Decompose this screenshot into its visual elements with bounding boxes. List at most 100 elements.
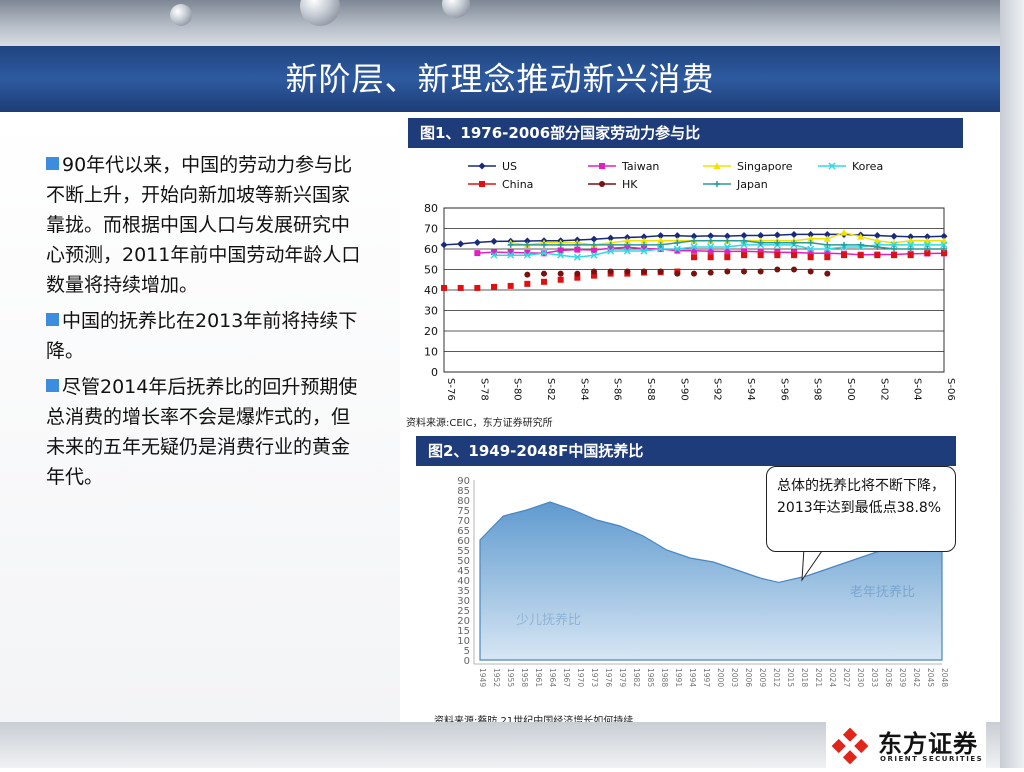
data-point (524, 271, 531, 278)
x-tick-label: 2045 (926, 668, 935, 687)
data-point (673, 245, 681, 253)
y-tick-label: 85 (457, 486, 470, 497)
data-point (524, 249, 531, 256)
bullet-list: 90年代以来，中国的劳动力参与比不断上升，开始向新加坡等新兴国家靠拢。而根据中国… (46, 150, 366, 498)
x-tick-label: 1961 (534, 668, 543, 687)
x-tick-label: 2036 (884, 668, 893, 687)
data-point (707, 248, 714, 255)
x-tick-label: S-82 (545, 378, 556, 401)
data-point (824, 270, 831, 277)
data-point (907, 246, 914, 252)
legend-label: Singapore (737, 160, 793, 173)
data-point (924, 246, 931, 252)
data-point (940, 241, 948, 249)
data-point (474, 250, 481, 257)
data-point (523, 251, 531, 259)
y-tick-label: 10 (457, 636, 470, 647)
data-point (757, 231, 765, 239)
data-point (874, 252, 881, 259)
x-tick-label: S-98 (812, 378, 823, 401)
data-point (591, 272, 597, 279)
data-point (674, 239, 681, 246)
data-point (807, 239, 814, 246)
x-tick-label: S-78 (478, 378, 489, 401)
x-tick-label: 2048 (940, 668, 949, 687)
data-point (807, 250, 814, 257)
x-tick-label: S-88 (645, 378, 656, 401)
data-point (857, 241, 864, 248)
legend-item-hk: HK (588, 178, 638, 191)
data-point (657, 241, 664, 248)
data-point (441, 284, 447, 291)
figure1-source: 资料来源:CEIC，东方证券研究所 (406, 418, 553, 429)
y-tick-label: 60 (424, 243, 438, 256)
x-tick-label: S-02 (878, 378, 889, 401)
x-tick-label: 1997 (702, 668, 711, 687)
data-point (940, 232, 948, 240)
legend-label: China (502, 178, 533, 191)
data-point (640, 237, 648, 244)
data-point (540, 249, 548, 257)
data-point (623, 247, 631, 255)
data-point (657, 232, 665, 240)
data-point (707, 254, 714, 261)
slide-title: 新阶层、新理念推动新兴消费 (285, 60, 715, 98)
data-point (690, 243, 698, 251)
child-ratio-label: 少儿抚养比 (516, 612, 581, 628)
y-tick-label: 0 (464, 656, 470, 667)
data-point (691, 270, 697, 277)
data-point (507, 249, 514, 256)
data-point (741, 268, 747, 275)
data-point (873, 231, 881, 239)
data-point (691, 247, 697, 254)
data-point (791, 239, 797, 246)
legend-item-korea: Korea (818, 160, 883, 173)
data-point (874, 243, 881, 250)
data-point (823, 245, 831, 253)
data-point (774, 252, 781, 259)
data-point (757, 268, 764, 275)
data-point (673, 232, 681, 240)
bullet-text: 90年代以来，中国的劳动力参与比不断上升，开始向新加坡等新兴国家靠拢。而根据中国… (46, 154, 361, 296)
figure2-source: 资料来源:蔡昉,21世纪中国经济增长如何持续 (434, 712, 633, 727)
x-tick-label: 1979 (618, 668, 627, 687)
series-hk (524, 266, 831, 278)
data-point (474, 284, 481, 291)
data-point (741, 237, 747, 244)
data-point (741, 248, 747, 255)
y-tick-label: 30 (457, 596, 470, 607)
x-tick-label: 1985 (646, 668, 655, 687)
bullet-item: 尽管2014年后抚养比的回升预期使总消费的增长率不会是爆炸式的，但未来的五年无疑… (46, 372, 366, 492)
data-point (723, 232, 731, 240)
data-point (824, 241, 831, 248)
data-point (723, 243, 731, 251)
labor-participation-chart: 0 10 20 30 40 50 60 70 80 S-76 S-78 S-80 S-82 S-84 S-8… (424, 160, 956, 401)
y-tick-label: 15 (457, 626, 470, 637)
x-tick-label: 2003 (730, 668, 739, 687)
data-point (907, 241, 915, 249)
data-point (590, 235, 598, 243)
x-tick-label: S-94 (745, 378, 756, 401)
data-point (591, 241, 597, 248)
data-point (574, 270, 581, 277)
data-point (757, 252, 764, 259)
y-tick-label: 20 (424, 325, 438, 338)
data-point (674, 270, 681, 277)
y-tick-label: 50 (457, 556, 470, 567)
x-tick-label: 1991 (674, 668, 683, 687)
data-point (741, 252, 747, 259)
x-tick-label: 2039 (898, 668, 907, 687)
data-point (724, 237, 731, 244)
x-tick-label: 1964 (548, 668, 557, 687)
x-tick-label: 2000 (716, 668, 725, 687)
data-point (707, 243, 715, 251)
logo-mark-icon (831, 727, 869, 765)
data-point (507, 251, 515, 259)
right-edge-decoration (1000, 0, 1024, 768)
x-tick-label: 1958 (520, 668, 529, 687)
water-drop-decoration (170, 4, 192, 26)
bullet-square-icon (46, 157, 59, 170)
data-point (891, 252, 897, 259)
data-point (924, 250, 931, 257)
y-tick-label: 75 (457, 506, 470, 517)
